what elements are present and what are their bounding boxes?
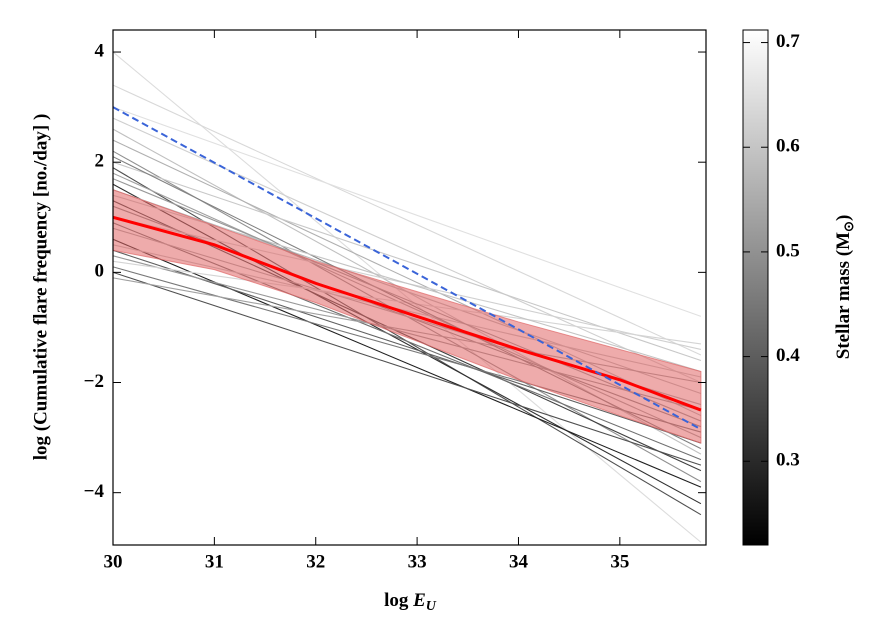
colorbar-tick-label: 0.4 (776, 345, 800, 366)
x-tick-label: 30 (104, 551, 123, 572)
confidence-band (113, 189, 702, 444)
flare-line (113, 106, 702, 317)
colorbar-label: Stellar mass (M⊙) (833, 215, 856, 360)
plot-frame (112, 29, 707, 546)
y-tick-label: 2 (95, 151, 105, 172)
y-axis-label: log (Cumulative flare frequency [no./day… (30, 114, 51, 461)
y-tick-label: −2 (84, 371, 104, 392)
x-tick-label: 33 (408, 551, 427, 572)
colorbar-label-text: Stellar mass (M (833, 232, 854, 359)
flare-line (113, 84, 702, 356)
colorbar (742, 29, 769, 546)
flare-line (113, 271, 702, 466)
x-axis-label: log EU (384, 590, 437, 614)
colorbar-tick-label: 0.3 (776, 450, 800, 471)
mean-line (113, 215, 702, 412)
plot-area (113, 51, 702, 543)
colorbar-tick-label: 0.5 (776, 240, 800, 261)
x-label-var: E (412, 590, 426, 611)
x-tick-label: 32 (306, 551, 325, 572)
reference-line (113, 106, 702, 431)
x-tick-label: 35 (610, 551, 629, 572)
flare-line (113, 249, 702, 444)
x-label-sub: U (426, 599, 437, 614)
y-tick-label: −4 (84, 481, 105, 502)
colorbar-tick-label: 0.7 (776, 31, 800, 52)
y-tick-label: 0 (95, 261, 105, 282)
x-tick-label: 34 (509, 551, 529, 572)
y-tick-label: 4 (95, 40, 105, 61)
x-label-text: log (384, 590, 413, 611)
flare-line (113, 238, 702, 488)
colorbar-tick-label: 0.6 (776, 136, 800, 157)
colorbar-label-sub: ⊙ (841, 221, 856, 232)
flare-line (113, 117, 702, 384)
x-tick-label: 31 (205, 551, 224, 572)
colorbar-label-end: ) (833, 215, 854, 221)
